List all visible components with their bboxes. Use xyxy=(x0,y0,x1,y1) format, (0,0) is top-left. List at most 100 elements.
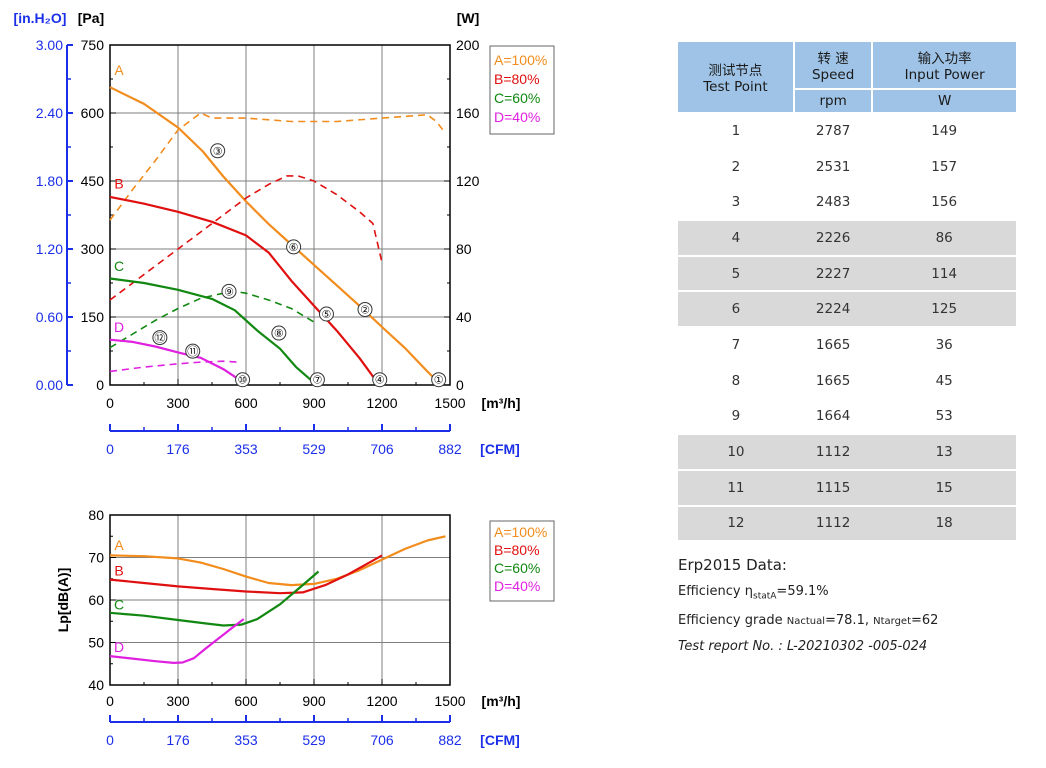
curve-label: B xyxy=(114,562,123,578)
x-tick-label: 1200 xyxy=(366,395,397,411)
test-point-marker xyxy=(235,372,251,388)
y-outer-tick-label: 0.00 xyxy=(36,377,63,393)
test-point-marker xyxy=(431,372,447,388)
test-point-marker xyxy=(210,143,226,159)
legend-entry-c: C=60% xyxy=(494,90,540,106)
legend-upper xyxy=(489,45,555,135)
curve-c-pressure xyxy=(109,277,315,384)
cell-test-point: 6 xyxy=(678,290,794,328)
cfm-tick-label: 706 xyxy=(370,732,394,748)
cfm-tick-label: 0 xyxy=(106,441,114,457)
cell-test-point: 12 xyxy=(678,504,794,541)
x-axis-unit: [m³/h] xyxy=(482,395,521,411)
cell-speed: 2483 xyxy=(793,183,873,221)
test-point-table-body: 1 2787 149 2 2531 157 3 2483 156 4 2226 86 5 2227 114 6… xyxy=(678,112,1016,541)
test-point-label: ⑨ xyxy=(224,286,234,298)
y-right-tick-label: 200 xyxy=(456,37,480,53)
cell-input-power: 18 xyxy=(872,504,1016,541)
test-point-marker xyxy=(357,301,373,317)
y-outer-tick-label: 3.00 xyxy=(36,37,63,53)
curve-label: C xyxy=(114,258,124,274)
header-speed-en: Speed xyxy=(811,67,855,83)
cfm-axis-unit: [CFM] xyxy=(480,732,520,748)
cfm-axis-unit: [CFM] xyxy=(480,441,520,457)
cfm-tick-label: 529 xyxy=(302,732,326,748)
y-right-unit: [W] xyxy=(457,10,480,26)
cell-speed: 1665 xyxy=(793,326,873,363)
header-speed-unit: rpm xyxy=(793,88,874,113)
table-row: 5 2227 114 xyxy=(678,254,1016,292)
y-outer-tick-label: 1.20 xyxy=(36,241,63,257)
table-row: 3 2483 156 xyxy=(678,183,1016,221)
cell-speed: 2224 xyxy=(793,290,873,328)
y-tick-label: 70 xyxy=(88,550,104,566)
efficiency-subscript: statA xyxy=(753,591,777,602)
x-tick-label: 1200 xyxy=(366,693,397,709)
cfm-tick-label: 706 xyxy=(370,441,394,457)
cell-speed: 2226 xyxy=(793,219,873,256)
test-point-label: ⑧ xyxy=(274,328,284,340)
y-left-tick-label: 450 xyxy=(81,173,105,189)
cell-input-power: 114 xyxy=(872,254,1016,292)
header-input-power: 输入功率 Input Power xyxy=(872,42,1016,89)
header-speed-cn: 转 速 xyxy=(817,51,849,67)
cell-speed: 2227 xyxy=(793,254,873,292)
n-actual-value: =78.1, xyxy=(825,612,874,628)
y-left-tick-label: 0 xyxy=(96,377,104,393)
test-point-marker xyxy=(152,330,168,346)
cell-test-point: 8 xyxy=(678,361,794,399)
table-row: 6 2224 125 xyxy=(678,290,1016,328)
cfm-tick-label: 353 xyxy=(234,441,258,457)
right-panel: 测试节点 Test Point 转 速 Speed 输入功率 Input Pow… xyxy=(678,42,1016,654)
x-tick-label: 900 xyxy=(302,693,326,709)
cell-speed: 1664 xyxy=(793,397,873,435)
test-point-label: ④ xyxy=(375,375,385,387)
y-right-tick-label: 80 xyxy=(456,241,472,257)
y-right-tick-label: 40 xyxy=(456,309,472,325)
noise-curve-b xyxy=(109,554,383,595)
legend-entry-b: B=80% xyxy=(494,542,540,558)
table-row: 12 1112 18 xyxy=(678,504,1016,541)
cfm-tick-label: 176 xyxy=(166,441,190,457)
x-tick-label: 1500 xyxy=(434,395,465,411)
cfm-tick-label: 353 xyxy=(234,732,258,748)
cell-input-power: 36 xyxy=(872,326,1016,363)
cfm-tick-label: 882 xyxy=(438,441,462,457)
header-power-en: Input Power xyxy=(904,67,985,83)
legend-entry-a: A=100% xyxy=(494,524,547,540)
y-left-tick-label: 600 xyxy=(81,105,105,121)
x-tick-label: 0 xyxy=(106,395,114,411)
n-target-label: Ntarget xyxy=(873,615,911,627)
cell-test-point: 2 xyxy=(678,147,794,185)
y-right-tick-label: 0 xyxy=(456,377,464,393)
test-point-label: ⑩ xyxy=(238,375,248,387)
cell-input-power: 86 xyxy=(872,219,1016,256)
header-test-point-en: Test Point xyxy=(703,79,768,95)
test-point-label: ⑫ xyxy=(154,332,165,345)
curve-b-power xyxy=(109,175,383,301)
test-point-marker xyxy=(185,343,201,359)
test-point-label: ⑤ xyxy=(322,309,332,321)
header-power-unit: W xyxy=(872,88,1016,113)
erp-title: Erp2015 Data: xyxy=(678,556,787,575)
cell-speed: 2787 xyxy=(793,112,873,149)
y-tick-label: 40 xyxy=(88,677,104,693)
y-left-tick-label: 150 xyxy=(81,309,105,325)
cell-input-power: 15 xyxy=(872,468,1016,506)
curve-b-pressure xyxy=(109,195,379,384)
curve-label: A xyxy=(114,62,124,78)
erp-data-section: Erp2015 Data: Efficiency ηstatA=59.1% Ef… xyxy=(678,556,1016,654)
test-point-label: ② xyxy=(360,304,370,316)
test-point-label: ① xyxy=(434,375,444,387)
x-tick-label: 600 xyxy=(234,395,258,411)
y-tick-label: 60 xyxy=(88,592,104,608)
curve-a-power xyxy=(109,112,447,221)
fan-performance-charts: 0 300 600 900 1200 1500 [m³/h]0150300450600750… xyxy=(14,10,555,748)
legend-entry-a: A=100% xyxy=(494,52,547,68)
test-point-marker xyxy=(271,325,287,341)
efficiency-grade-label: Efficiency grade xyxy=(678,612,783,628)
test-point-label: ⑪ xyxy=(187,345,198,358)
y-left-unit: [Pa] xyxy=(78,10,104,26)
table-row: 11 1115 15 xyxy=(678,468,1016,506)
noise-curve-a xyxy=(109,535,446,587)
